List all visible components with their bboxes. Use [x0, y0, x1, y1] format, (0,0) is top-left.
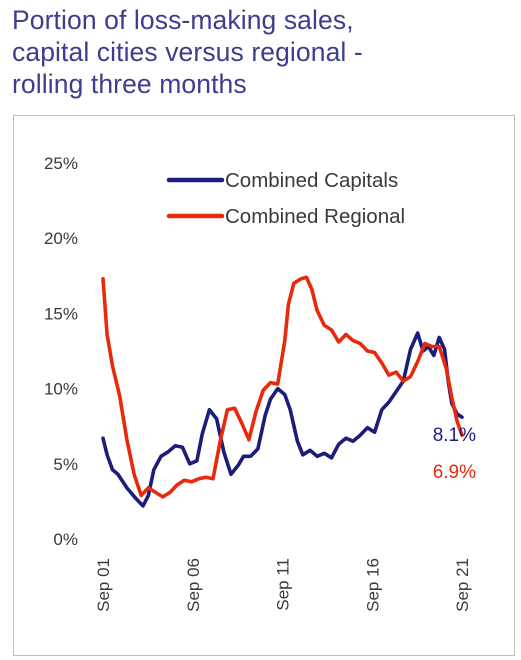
y-tick-label: 10% [44, 380, 78, 399]
series-line-regional [101, 275, 464, 499]
title-line-2: capital cities versus regional - [12, 37, 363, 67]
x-tick-label: Sep 16 [363, 558, 382, 612]
chart-frame [13, 115, 515, 656]
end-label-regional: 6.9% [433, 462, 476, 483]
chart-title: Portion of loss-making sales, capital ci… [12, 4, 512, 100]
y-tick-label: 20% [44, 229, 78, 248]
title-line-1: Portion of loss-making sales, [12, 5, 354, 35]
x-tick-label: Sep 11 [274, 558, 293, 611]
end-label-capitals: 8.1% [433, 425, 476, 446]
x-tick-label: Sep 06 [184, 558, 203, 612]
title-line-3: rolling three months [12, 69, 247, 99]
x-tick-label: Sep 21 [453, 558, 472, 612]
legend-label-capitals: Combined Capitals [225, 169, 398, 192]
series-line-capitals [101, 331, 464, 508]
y-tick-label: 0% [53, 530, 78, 549]
y-tick-label: 25% [44, 154, 78, 173]
x-tick-label: Sep 01 [94, 558, 113, 612]
y-tick-label: 15% [44, 304, 78, 323]
legend-label-regional: Combined Regional [225, 205, 405, 228]
y-tick-label: 5% [53, 455, 78, 474]
